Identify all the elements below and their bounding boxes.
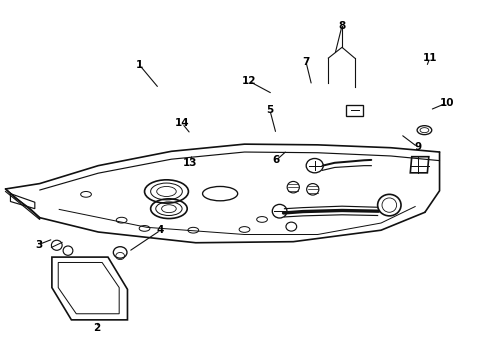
- Text: 6: 6: [272, 155, 279, 165]
- Text: 12: 12: [242, 76, 256, 86]
- Text: 2: 2: [93, 323, 101, 333]
- Text: 13: 13: [182, 158, 197, 168]
- Text: 8: 8: [338, 21, 345, 31]
- Text: 10: 10: [439, 98, 453, 108]
- Text: 1: 1: [136, 60, 143, 70]
- Text: 4: 4: [157, 225, 164, 235]
- Text: 14: 14: [174, 118, 189, 128]
- Text: 5: 5: [265, 105, 273, 115]
- Text: 9: 9: [413, 142, 420, 152]
- Text: 7: 7: [302, 57, 309, 67]
- Text: 3: 3: [35, 239, 42, 249]
- Text: 11: 11: [422, 53, 436, 63]
